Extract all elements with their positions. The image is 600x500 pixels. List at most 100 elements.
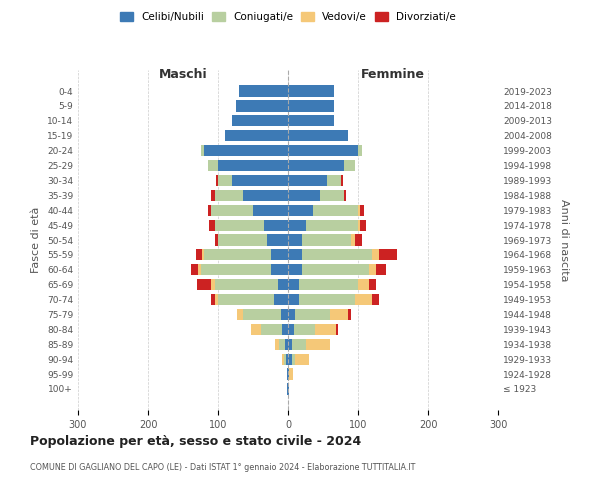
Bar bbox=[288, 190, 320, 201]
Bar bbox=[344, 190, 346, 201]
Bar bbox=[360, 204, 364, 216]
Bar bbox=[289, 368, 293, 380]
Bar bbox=[211, 294, 215, 305]
Bar bbox=[204, 145, 288, 156]
Bar bbox=[288, 264, 302, 276]
Bar bbox=[292, 354, 295, 365]
Bar bbox=[263, 220, 288, 230]
Bar bbox=[288, 368, 289, 380]
Bar bbox=[211, 190, 215, 201]
Bar bbox=[288, 100, 334, 112]
Bar bbox=[215, 294, 218, 305]
Bar bbox=[293, 324, 314, 335]
Bar bbox=[288, 384, 289, 394]
Bar bbox=[274, 294, 288, 305]
Bar bbox=[355, 234, 361, 246]
Bar bbox=[196, 250, 202, 260]
Bar bbox=[199, 264, 200, 276]
Bar bbox=[271, 250, 288, 260]
Bar bbox=[295, 309, 330, 320]
Bar bbox=[283, 324, 288, 335]
Bar bbox=[200, 264, 271, 276]
Bar bbox=[341, 175, 343, 186]
Bar bbox=[314, 324, 335, 335]
Bar bbox=[286, 354, 288, 365]
Bar bbox=[218, 160, 288, 171]
Bar bbox=[288, 175, 326, 186]
Bar bbox=[242, 309, 281, 320]
Bar bbox=[358, 279, 368, 290]
Bar bbox=[288, 338, 292, 350]
Bar bbox=[215, 279, 277, 290]
Bar bbox=[232, 115, 288, 126]
Text: Femmine: Femmine bbox=[361, 68, 425, 80]
Bar bbox=[218, 234, 267, 246]
Bar bbox=[215, 234, 218, 246]
Bar bbox=[288, 115, 334, 126]
Bar bbox=[216, 175, 218, 186]
Bar bbox=[215, 190, 242, 201]
Bar bbox=[368, 264, 376, 276]
Bar bbox=[376, 264, 386, 276]
Bar bbox=[218, 175, 232, 186]
Bar bbox=[204, 250, 271, 260]
Bar bbox=[288, 309, 295, 320]
Bar bbox=[372, 250, 379, 260]
Bar bbox=[302, 250, 372, 260]
Bar bbox=[284, 338, 288, 350]
Bar bbox=[225, 130, 288, 141]
Bar bbox=[235, 100, 288, 112]
Bar bbox=[358, 145, 361, 156]
Bar bbox=[313, 204, 358, 216]
Bar bbox=[288, 220, 305, 230]
Bar bbox=[372, 294, 379, 305]
Bar bbox=[267, 234, 288, 246]
Bar bbox=[355, 294, 372, 305]
Bar bbox=[253, 204, 288, 216]
Legend: Celibi/Nubili, Coniugati/e, Vedovi/e, Divorziati/e: Celibi/Nubili, Coniugati/e, Vedovi/e, Di… bbox=[116, 8, 460, 26]
Bar bbox=[275, 338, 279, 350]
Bar bbox=[351, 234, 355, 246]
Text: COMUNE DI GAGLIANO DEL CAPO (LE) - Dati ISTAT 1° gennaio 2024 - Elaborazione TUT: COMUNE DI GAGLIANO DEL CAPO (LE) - Dati … bbox=[30, 462, 415, 471]
Bar bbox=[358, 220, 360, 230]
Bar bbox=[288, 354, 292, 365]
Bar bbox=[218, 294, 274, 305]
Bar bbox=[262, 324, 283, 335]
Bar bbox=[208, 204, 211, 216]
Bar bbox=[358, 204, 360, 216]
Bar bbox=[211, 279, 215, 290]
Bar bbox=[292, 338, 305, 350]
Bar bbox=[208, 160, 218, 171]
Bar bbox=[379, 250, 397, 260]
Bar bbox=[209, 220, 215, 230]
Bar bbox=[287, 368, 288, 380]
Bar bbox=[202, 250, 204, 260]
Bar bbox=[288, 130, 347, 141]
Bar bbox=[288, 324, 293, 335]
Bar bbox=[237, 309, 242, 320]
Bar bbox=[288, 234, 302, 246]
Bar bbox=[282, 354, 284, 365]
Bar bbox=[271, 264, 288, 276]
Bar bbox=[299, 279, 358, 290]
Bar bbox=[320, 190, 344, 201]
Bar bbox=[279, 338, 284, 350]
Bar bbox=[344, 160, 355, 171]
Bar bbox=[360, 220, 366, 230]
Bar bbox=[288, 294, 299, 305]
Bar bbox=[288, 204, 313, 216]
Text: Maschi: Maschi bbox=[158, 68, 208, 80]
Y-axis label: Anni di nascita: Anni di nascita bbox=[559, 198, 569, 281]
Bar bbox=[299, 294, 355, 305]
Bar bbox=[242, 190, 288, 201]
Bar bbox=[305, 220, 358, 230]
Bar bbox=[335, 324, 338, 335]
Bar bbox=[215, 220, 263, 230]
Bar bbox=[326, 175, 341, 186]
Bar bbox=[191, 264, 199, 276]
Bar bbox=[288, 86, 334, 96]
Bar bbox=[288, 160, 344, 171]
Bar bbox=[347, 309, 351, 320]
Bar bbox=[288, 279, 299, 290]
Bar bbox=[197, 279, 211, 290]
